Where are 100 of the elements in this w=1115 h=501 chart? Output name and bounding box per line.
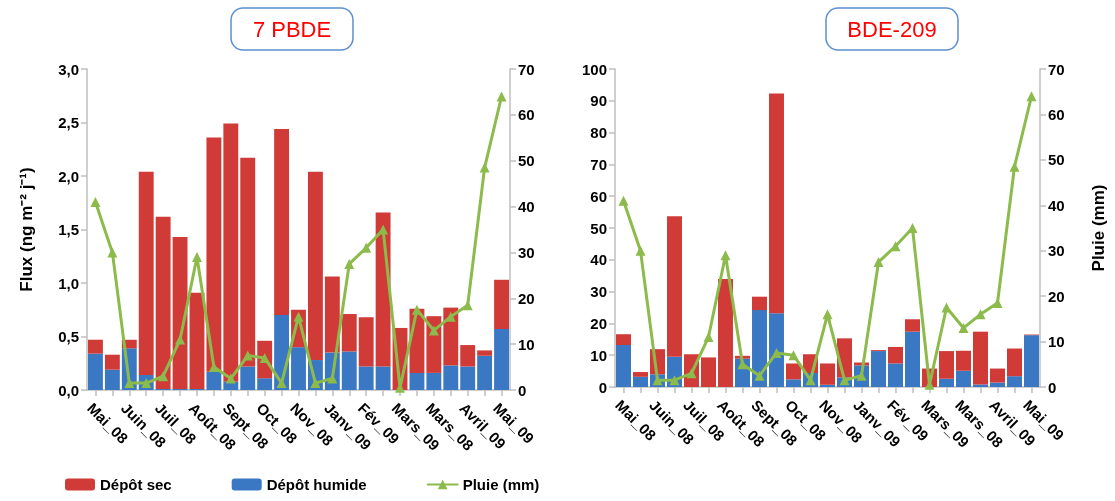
bar [939,351,954,379]
bar [138,171,154,376]
bar [616,334,631,346]
point [191,252,202,263]
point [720,250,731,261]
point [479,162,490,173]
bar [104,369,120,390]
y-tick-label: 10 [590,346,607,364]
y-tick-label: 70 [590,155,607,173]
bar [939,378,954,387]
bar [1007,376,1022,387]
y2-tick-label: 40 [518,198,535,216]
point [276,378,287,389]
bar [956,370,971,387]
bar [888,346,903,364]
bar [409,372,425,390]
bar [786,379,801,387]
y-tick-label: 80 [590,124,607,142]
y-tick-label: 0,5 [58,328,79,345]
bar [1007,348,1022,377]
point [635,245,646,256]
point [754,370,765,381]
bar [257,378,273,390]
bar [990,382,1005,387]
point [361,242,372,253]
bar [206,137,222,372]
bar [324,276,340,353]
y-tick-label: 20 [590,314,607,332]
point [788,350,799,361]
point [293,311,304,322]
y2-tick-label: 0 [518,381,527,399]
point [327,373,338,384]
y-tick-label: 1,5 [58,221,79,238]
bar [752,310,767,387]
bar [752,296,767,311]
point [90,196,101,207]
bar [341,314,357,352]
point [378,224,389,235]
bar [240,366,256,390]
y2-tick-label: 50 [518,152,535,170]
bar [206,371,222,390]
bar [477,350,493,356]
y2-tick-label: 30 [518,243,535,261]
legend-label: Pluie (mm) [462,476,540,493]
bar [973,384,988,387]
y2-tick-label: 10 [1048,333,1065,351]
y-tick-label: 3,0 [58,60,79,78]
bar [358,317,374,367]
bar [633,376,648,387]
y-tick-label: 60 [590,187,607,205]
point [242,350,253,361]
y2-tick-label: 70 [1048,60,1065,78]
point [907,223,918,233]
bar [786,363,801,380]
bar [443,365,459,390]
bar [274,128,290,316]
bar [189,292,205,389]
point [618,195,629,206]
bar [358,366,374,390]
y-tick-label: 50 [590,219,607,237]
bar [477,355,493,390]
y-tick-label: 90 [590,92,607,110]
point [175,334,186,345]
y2-tick-label: 0 [1048,378,1057,396]
bar [820,363,835,385]
point [107,247,118,258]
y-tick-label: 1,0 [58,274,79,292]
bar [460,345,476,367]
bar [375,366,391,390]
y-tick-label: 0 [598,378,607,396]
bar [973,331,988,385]
point [124,378,135,389]
bar [820,384,835,387]
point [1026,91,1037,102]
bar [426,372,442,390]
point [344,258,355,269]
point [737,359,748,370]
point [158,371,169,382]
y2-tick-label: 60 [518,106,535,124]
y-axis-title: Flux (ng m⁻² j⁻¹) [17,167,36,292]
bar [633,372,648,377]
point [310,378,321,389]
point [703,332,714,343]
bar [494,329,509,390]
y2-tick-label: 30 [1048,242,1065,260]
bar [667,216,682,357]
y2-tick-label: 50 [1048,151,1065,169]
point [873,257,884,268]
bar [223,123,239,382]
bar [460,366,476,390]
point [445,311,456,322]
bar [956,350,971,371]
bar [291,347,306,390]
bar [1024,335,1039,387]
bar [769,93,784,314]
y2-tick-label: 40 [1048,196,1065,214]
y2-tick-label: 20 [1048,287,1065,305]
point [411,304,422,315]
y-tick-label: 0,0 [58,381,79,399]
bar [701,357,716,387]
